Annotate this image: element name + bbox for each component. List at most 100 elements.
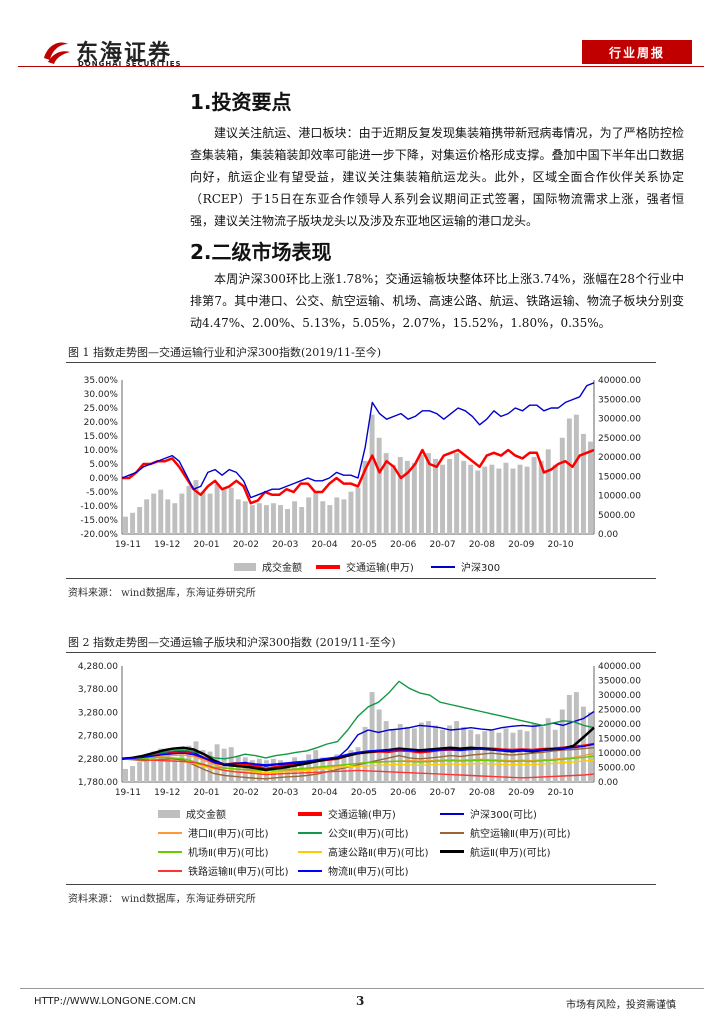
x-tick-label: 20-04 bbox=[311, 788, 337, 798]
series-line bbox=[121, 743, 595, 766]
header-divider bbox=[18, 66, 704, 67]
volume-bar bbox=[355, 487, 361, 534]
volume-bar bbox=[545, 449, 551, 534]
y-tick-label-left: 3,780.00 bbox=[78, 685, 118, 695]
volume-bar bbox=[158, 748, 164, 782]
y-tick-label-left: 4,280.00 bbox=[78, 662, 118, 672]
volume-bar bbox=[137, 507, 143, 534]
figure-title: 图 2 指数走势图—交通运输子版块和沪深300指数 (2019/11-至今) bbox=[68, 636, 396, 649]
volume-bar bbox=[411, 728, 417, 782]
legend-label: 物流Ⅱ(申万)(可比) bbox=[328, 867, 409, 878]
volume-bar bbox=[552, 464, 558, 534]
volume-bar bbox=[390, 464, 396, 534]
volume-bar bbox=[580, 433, 586, 534]
y-tick-label-right: 40000.00 bbox=[598, 376, 641, 386]
page-number: 3 bbox=[356, 994, 365, 1008]
volume-bar bbox=[404, 726, 410, 782]
y-tick-label-left: -20.00% bbox=[80, 530, 118, 540]
legend-label: 成交金额 bbox=[186, 810, 226, 821]
volume-bar bbox=[425, 453, 431, 534]
volume-bar bbox=[172, 503, 178, 534]
y-tick-label-right: 25000.00 bbox=[598, 434, 641, 444]
volume-bar bbox=[186, 745, 192, 782]
volume-bar bbox=[313, 491, 319, 534]
volume-bar bbox=[376, 709, 382, 782]
volume-bar bbox=[468, 464, 474, 534]
volume-bar bbox=[341, 755, 347, 782]
footer-url[interactable]: HTTP://WWW.LONGONE.COM.CN bbox=[34, 996, 196, 1007]
y-tick-label-left: 5.00% bbox=[89, 460, 118, 470]
legend-item: 航运Ⅱ(申万)(可比) bbox=[440, 844, 551, 859]
volume-bar bbox=[454, 453, 460, 534]
volume-bar bbox=[130, 766, 136, 782]
legend-item: 高速公路Ⅱ(申万)(可比) bbox=[298, 844, 429, 859]
legend-swatch bbox=[440, 812, 464, 815]
volume-bar bbox=[362, 726, 368, 782]
series-line bbox=[121, 747, 595, 780]
volume-bar bbox=[228, 487, 234, 534]
legend-swatch bbox=[298, 811, 322, 816]
volume-bar bbox=[179, 493, 185, 534]
volume-bar bbox=[566, 418, 572, 534]
volume-bar bbox=[580, 706, 586, 782]
report-type-badge: 行业周报 bbox=[582, 40, 692, 64]
figure-source: 资料来源： wind数据库，东海证券研究所 bbox=[68, 588, 256, 599]
volume-bar bbox=[510, 468, 516, 534]
legend-swatch bbox=[316, 564, 340, 569]
legend-item: 公交Ⅱ(申万)(可比) bbox=[298, 825, 409, 840]
y-tick-label-left: 2,780.00 bbox=[78, 732, 118, 742]
volume-bar bbox=[348, 491, 354, 534]
volume-bar bbox=[482, 731, 488, 782]
legend-item: 交通运输(申万) bbox=[298, 806, 396, 821]
section-paragraph: 建议关注航运、港口板块：由于近期反复发现集装箱携带新冠病毒情况，为了严格防控检查… bbox=[190, 126, 684, 228]
volume-bar bbox=[123, 768, 128, 782]
volume-bar bbox=[454, 721, 460, 782]
volume-bar bbox=[496, 732, 502, 782]
legend-item: 交通运输(申万) bbox=[316, 559, 414, 574]
y-tick-label-right: 5000.00 bbox=[598, 764, 635, 774]
legend-swatch bbox=[158, 809, 180, 818]
volume-bar bbox=[503, 462, 509, 534]
y-tick-label-right: 15000.00 bbox=[598, 735, 641, 745]
volume-bar bbox=[362, 460, 368, 534]
volume-bar bbox=[249, 505, 255, 534]
x-tick-label: 20-04 bbox=[311, 540, 337, 550]
volume-bar bbox=[482, 466, 488, 534]
volume-bar bbox=[299, 507, 305, 534]
volume-bar bbox=[200, 491, 206, 534]
y-tick-label-left: 0.00% bbox=[89, 474, 118, 484]
y-tick-label-left: -15.00% bbox=[80, 516, 118, 526]
volume-bar bbox=[341, 499, 347, 534]
y-tick-label-right: 0.00 bbox=[598, 530, 618, 540]
series-line bbox=[121, 710, 595, 767]
x-tick-label: 20-05 bbox=[351, 788, 377, 798]
legend-swatch bbox=[298, 831, 322, 834]
volume-bar bbox=[496, 468, 502, 534]
volume-bar bbox=[151, 493, 157, 534]
volume-bar bbox=[221, 489, 227, 534]
x-tick-label: 20-03 bbox=[272, 540, 298, 550]
x-tick-label: 20-10 bbox=[547, 540, 573, 550]
volume-bar bbox=[306, 497, 312, 534]
volume-bar bbox=[165, 499, 171, 534]
volume-bar bbox=[517, 729, 523, 782]
legend-label: 铁路运输Ⅱ(申万)(可比) bbox=[188, 867, 289, 878]
x-tick-label: 20-09 bbox=[508, 788, 534, 798]
footer-divider bbox=[20, 988, 704, 989]
volume-bar bbox=[475, 734, 481, 782]
volume-bar bbox=[461, 726, 467, 782]
volume-bar bbox=[433, 725, 438, 782]
volume-bar bbox=[559, 709, 565, 782]
legend-swatch bbox=[234, 562, 256, 571]
volume-bar bbox=[383, 453, 389, 534]
x-tick-label: 20-09 bbox=[508, 540, 534, 550]
brand-name-en: DONGHAI SECURITIES bbox=[78, 60, 182, 68]
legend-item: 航空运输Ⅱ(申万)(可比) bbox=[440, 825, 571, 840]
volume-bar bbox=[559, 437, 565, 534]
legend-item: 沪深300(可比) bbox=[440, 806, 537, 821]
legend-label: 港口Ⅱ(申万)(可比) bbox=[188, 829, 269, 840]
footer-disclaimer: 市场有风险，投资需谨慎 bbox=[566, 1000, 676, 1011]
volume-bar bbox=[285, 508, 291, 534]
volume-bar bbox=[327, 505, 333, 534]
volume-bar bbox=[165, 755, 171, 782]
